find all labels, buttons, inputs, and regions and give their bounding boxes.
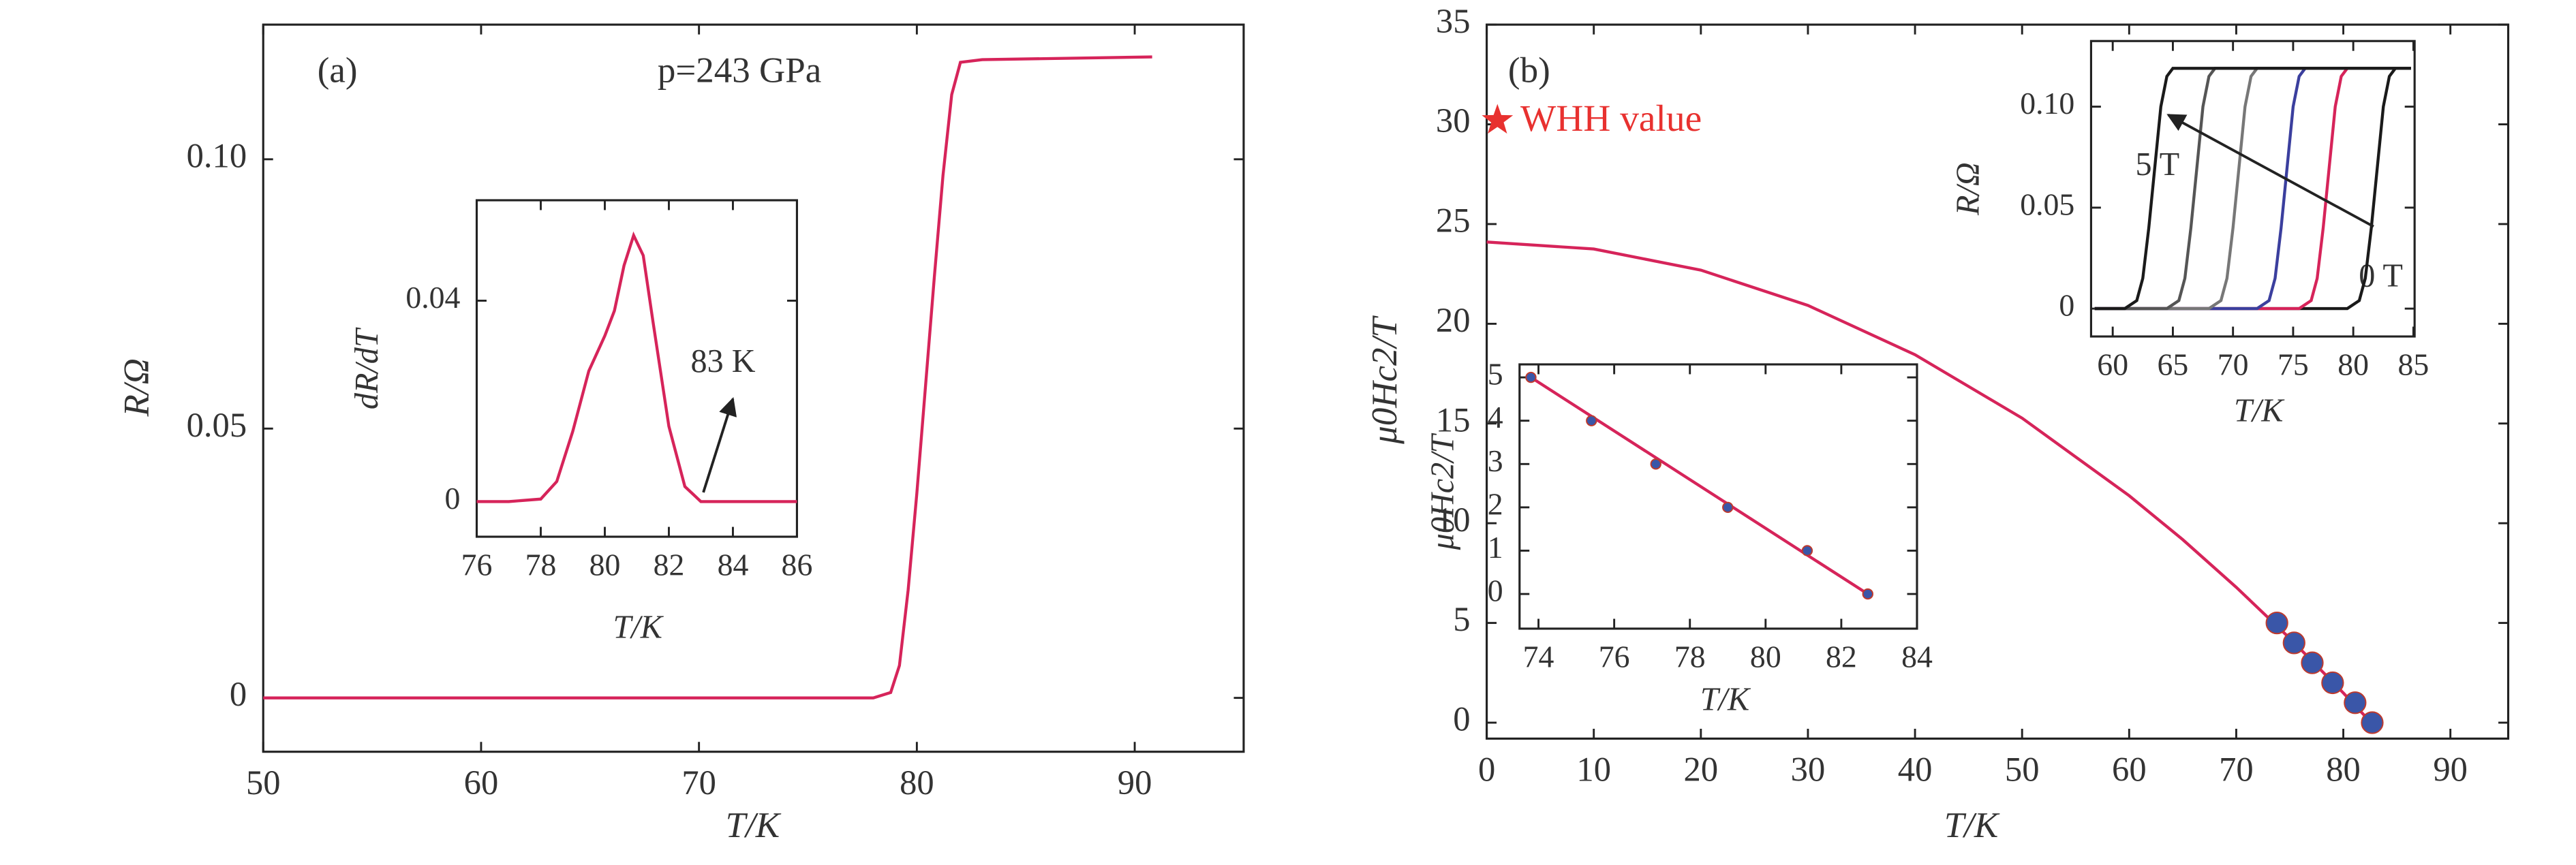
x-tick-label: 82 <box>1826 639 1857 674</box>
y-tick-label: 5 <box>1488 357 1503 392</box>
y-tick-label: 2 <box>1488 486 1503 521</box>
x-tick-label: 80 <box>589 547 621 582</box>
x-axis-label: T/K <box>613 609 664 645</box>
y-tick-label: 0 <box>1453 700 1470 738</box>
data-point <box>1722 501 1734 514</box>
y-axis-label: R/Ω <box>1950 162 1987 216</box>
x-tick-label: 75 <box>2278 347 2309 381</box>
data-point <box>2361 711 2384 734</box>
data-point <box>2265 611 2288 635</box>
marker-label: WHH value <box>1520 97 1702 139</box>
y-tick-label: 30 <box>1436 101 1471 140</box>
x-tick-label: 76 <box>1599 639 1630 674</box>
data-point <box>2321 671 2344 695</box>
x-tick-label: 40 <box>1898 751 1933 789</box>
x-axis-label: T/K <box>1944 806 2000 845</box>
x-tick-label: 10 <box>1576 751 1611 789</box>
data-point <box>2344 691 2367 714</box>
y-tick-label: 0.10 <box>2020 86 2074 121</box>
x-tick-label: 84 <box>718 547 749 582</box>
y-tick-label: 0.05 <box>187 406 247 444</box>
x-tick-label: 90 <box>1118 764 1152 802</box>
x-axis-label: T/K <box>2234 392 2285 428</box>
x-tick-label: 50 <box>2005 751 2040 789</box>
x-tick-label: 60 <box>2112 751 2147 789</box>
data-point <box>1650 458 1661 470</box>
x-tick-label: 76 <box>461 547 493 582</box>
y-tick-label: 5 <box>1453 600 1470 638</box>
y-tick-label: 0 <box>1488 573 1503 608</box>
data-point <box>1525 371 1537 383</box>
x-tick-label: 70 <box>681 764 716 802</box>
x-tick-label: 0 <box>1478 751 1495 789</box>
x-tick-label: 50 <box>246 764 281 802</box>
x-tick-label: 20 <box>1684 751 1719 789</box>
y-tick-label: 0.05 <box>2020 187 2074 221</box>
data-point <box>2301 651 2324 674</box>
arrow <box>702 397 737 493</box>
y-tick-label: 0 <box>230 675 247 713</box>
y-tick-label: 25 <box>1436 202 1471 240</box>
y-tick-label: 35 <box>1436 2 1471 40</box>
annotation: (a) <box>318 51 358 91</box>
x-tick-label: 86 <box>782 547 813 582</box>
x-tick-label: 80 <box>1750 639 1781 674</box>
annotation: (b) <box>1508 51 1550 91</box>
x-tick-label: 80 <box>900 764 934 802</box>
x-tick-label: 84 <box>1901 639 1933 674</box>
y-tick-label: 0 <box>2059 288 2074 323</box>
data-point <box>1801 545 1813 556</box>
y-tick-label: 0.04 <box>405 280 460 315</box>
x-tick-label: 78 <box>525 547 557 582</box>
y-axis-label: μ0Hc2/T <box>1365 315 1405 445</box>
plot-frame <box>475 199 799 538</box>
x-tick-label: 90 <box>2433 751 2468 789</box>
curve <box>2094 67 2411 311</box>
annotation: p=243 GPa <box>658 51 821 91</box>
data-point <box>2282 631 2305 655</box>
star-marker <box>1482 104 1514 134</box>
arrow <box>2166 113 2374 228</box>
curve <box>476 231 797 503</box>
y-tick-label: 1 <box>1488 530 1503 565</box>
x-tick-label: 85 <box>2398 347 2429 381</box>
y-tick-label: 20 <box>1436 301 1471 339</box>
x-tick-label: 30 <box>1791 751 1826 789</box>
x-tick-label: 70 <box>2219 751 2254 789</box>
data-point <box>1862 588 1873 600</box>
curve <box>263 55 1152 699</box>
y-tick-label: 0 <box>445 481 461 516</box>
x-tick-label: 78 <box>1674 639 1706 674</box>
annotation: 83 K <box>690 343 755 379</box>
data-point <box>1586 415 1597 426</box>
x-tick-label: 70 <box>2218 347 2249 381</box>
curve <box>2094 67 2411 311</box>
x-axis-label: T/K <box>1700 681 1751 717</box>
curve <box>1530 376 1869 595</box>
y-axis-label: dR/dT <box>349 327 385 409</box>
x-tick-label: 60 <box>464 764 499 802</box>
x-tick-label: 80 <box>2326 751 2361 789</box>
x-tick-label: 82 <box>654 547 685 582</box>
x-tick-label: 80 <box>2337 347 2369 381</box>
y-tick-label: 3 <box>1488 443 1503 478</box>
y-tick-label: 10 <box>1436 501 1471 539</box>
plot-frame <box>2089 40 2416 338</box>
y-axis-label: R/Ω <box>117 358 157 417</box>
y-tick-label: 0.10 <box>187 136 247 174</box>
y-tick-label: 4 <box>1488 400 1503 435</box>
x-axis-label: T/K <box>726 806 782 845</box>
y-axis-label: μ0Hc2/T <box>1424 432 1460 550</box>
curve <box>2094 67 2411 311</box>
x-tick-label: 74 <box>1523 639 1554 674</box>
curve <box>2094 67 2411 311</box>
curve <box>2094 67 2411 311</box>
x-tick-label: 65 <box>2158 347 2189 381</box>
y-tick-label: 15 <box>1436 400 1471 439</box>
curve <box>2094 67 2411 311</box>
x-tick-label: 60 <box>2097 347 2128 381</box>
